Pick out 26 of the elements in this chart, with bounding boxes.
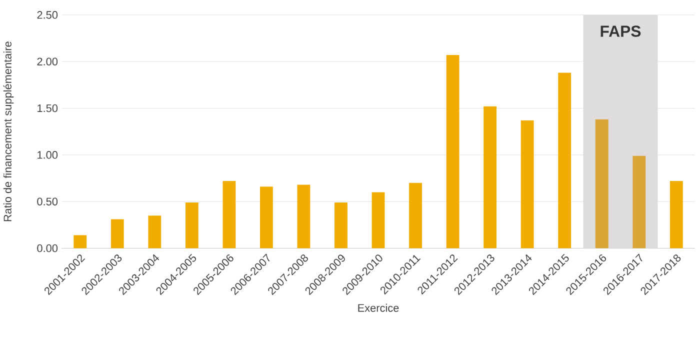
bar [520, 120, 534, 248]
bar [595, 120, 608, 248]
y-tick-label: 1.50 [38, 104, 58, 112]
y-tick-label: 0.50 [37, 198, 58, 206]
bar [558, 72, 572, 248]
bar [74, 235, 87, 248]
bar [632, 156, 646, 248]
bar [670, 181, 683, 248]
bar [110, 220, 124, 248]
y-tick-label: 2.50 [37, 11, 58, 19]
bar [260, 186, 273, 248]
bar [484, 106, 497, 248]
bar [185, 202, 198, 248]
bar [297, 184, 310, 248]
y-tick-label: 2.00 [37, 58, 58, 66]
y-tick-label: 1.00 [38, 151, 58, 159]
bar [409, 183, 422, 248]
y-tick-label: 0.00 [37, 244, 58, 252]
x-axis-title: Exercice [358, 304, 399, 312]
bar [222, 181, 236, 248]
band-label: FAPS [600, 26, 641, 38]
bar [148, 216, 162, 248]
bar [334, 202, 348, 248]
y-axis-title: Ratio de financement supplémentaire [3, 42, 14, 222]
bar [372, 192, 385, 248]
bar [446, 55, 460, 248]
